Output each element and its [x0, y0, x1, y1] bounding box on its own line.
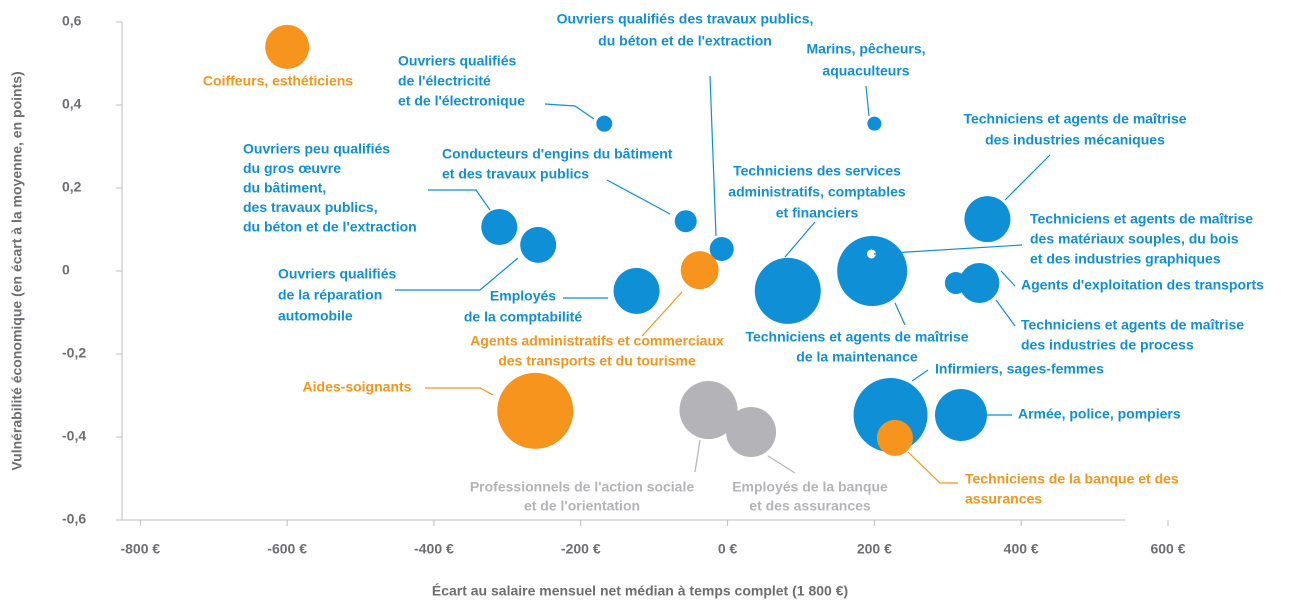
bubble [876, 419, 913, 456]
bubble [481, 209, 518, 246]
bubble-label: et de l'électronique [398, 93, 525, 109]
bubble-label: assurances [965, 491, 1042, 507]
y-tick-label: 0,6 [62, 13, 82, 29]
bubble [709, 237, 734, 262]
bubble-label: Professionnels de l'action sociale [470, 479, 695, 495]
bubble-label: Techniciens et agents de maîtrise [745, 329, 968, 345]
y-tick-label: 0,4 [62, 96, 82, 112]
bubble [867, 116, 882, 131]
bubble-label: de la réparation [278, 287, 382, 303]
bubble-label: du gros œuvre [243, 160, 341, 176]
bubble-label: et des assurances [749, 498, 871, 514]
bubble-label: des transports et du tourisme [498, 353, 696, 369]
bubble-label: des industries mécaniques [985, 132, 1165, 148]
x-tick-label: -600 € [267, 541, 307, 557]
bubble-label: Marins, pêcheurs, [806, 41, 925, 57]
leader-line [873, 244, 1023, 255]
bubble-label: et des travaux publics [442, 166, 589, 182]
bubble-label: et financiers [776, 205, 859, 221]
leader-line [784, 221, 816, 258]
bubble-label: Employés [490, 288, 556, 304]
bubble-label: automobile [278, 308, 353, 324]
bubble [680, 251, 719, 290]
y-axis-title: Vulnérabilité économique (en écart à la … [9, 71, 25, 470]
bubble [674, 210, 697, 233]
leader-line [641, 291, 683, 337]
bubble-label: Conducteurs d'engins du bâtiment [442, 146, 673, 162]
y-tick-label: -0,4 [62, 428, 86, 444]
bubble [754, 257, 821, 324]
leader-line [395, 257, 519, 291]
bubble-label: administratifs, comptables [728, 184, 906, 200]
leader-line [995, 299, 1016, 327]
leader-line [767, 455, 796, 474]
leader-line [865, 85, 870, 117]
leader-line [907, 451, 958, 484]
bubble-label: Armée, police, pompiers [1018, 406, 1181, 422]
bubble [726, 407, 777, 458]
leader-line [544, 103, 595, 120]
leader-line [428, 189, 491, 211]
bubble-label: Techniciens de la banque et des [965, 471, 1179, 487]
bubble-label: Agents administratifs et commerciaux [470, 333, 724, 349]
bubble-label: Employés de la banque [732, 479, 888, 495]
leader-line [694, 439, 701, 473]
bubble-label: Infirmiers, sages-femmes [935, 361, 1104, 377]
bubble-label: Agents d'exploitation des transports [1021, 277, 1264, 293]
bubble-label: des travaux publics, [243, 199, 378, 215]
leader-line [1000, 270, 1016, 287]
bubble-label: Aides-soignants [303, 379, 412, 395]
x-axis-title: Écart au salaire mensuel net médian à te… [432, 583, 848, 599]
y-tick-label: 0,2 [62, 179, 82, 195]
bubble-label: Ouvriers qualifiés des travaux publics, [557, 11, 814, 27]
bubble-label: et de l'orientation [524, 498, 640, 514]
bubble [959, 263, 1000, 304]
bubble [613, 267, 660, 314]
bubble [497, 372, 574, 449]
x-tick-label: -200 € [561, 541, 601, 557]
x-tick-label: 400 € [1004, 541, 1039, 557]
y-tick-label: 0 [62, 262, 70, 278]
x-tick-label: 200 € [857, 541, 892, 557]
bubble-label: du bâtiment, [243, 180, 326, 196]
x-tick-label: 0 € [718, 541, 738, 557]
y-tick-label: -0,6 [62, 511, 86, 527]
bubble-label: de la maintenance [796, 349, 918, 365]
bubble-label: et des industries graphiques [1030, 251, 1221, 267]
x-tick-label: -800 € [120, 541, 160, 557]
bubble [520, 226, 557, 263]
y-tick-label: -0,2 [62, 345, 86, 361]
bubble-label: Techniciens et agents de maîtrise [1030, 211, 1253, 227]
leader-line [1004, 154, 1051, 201]
bubble-label: de l'électricité [398, 73, 491, 89]
x-tick-label: -400 € [414, 541, 454, 557]
bubble-label: Techniciens et agents de maîtrise [1021, 317, 1244, 333]
bubble [964, 196, 1011, 243]
x-tick-label: 600 € [1150, 541, 1185, 557]
bubble-label: du béton et de l'extraction [243, 219, 417, 235]
bubble-label: aquaculteurs [822, 63, 909, 79]
bubble-label: des industries de process [1021, 337, 1194, 353]
bubble-label: Ouvriers peu qualifiés [243, 141, 390, 157]
bubble-label: Techniciens et agents de maîtrise [963, 111, 1186, 127]
bubble-label: Techniciens des services [733, 163, 901, 179]
bubble [679, 381, 738, 440]
bubble-label: de la comptabilité [464, 309, 582, 325]
bubble [935, 389, 988, 442]
leader-line [894, 302, 906, 326]
bubble-label: des matériaux souples, du bois [1030, 231, 1239, 247]
bubble [596, 115, 613, 132]
bubble-label: Ouvriers qualifiés [398, 53, 516, 69]
bubble-label: Ouvriers qualifiés [278, 266, 396, 282]
leader-line [425, 387, 494, 396]
leader-line [606, 179, 671, 215]
bubble-label: Coiffeurs, esthéticiens [203, 73, 353, 89]
bubble-label: du béton et de l'extraction [598, 33, 772, 49]
bubble [265, 24, 310, 69]
leader-line [911, 369, 929, 382]
leader-line [709, 75, 717, 237]
bubble [837, 236, 908, 306]
